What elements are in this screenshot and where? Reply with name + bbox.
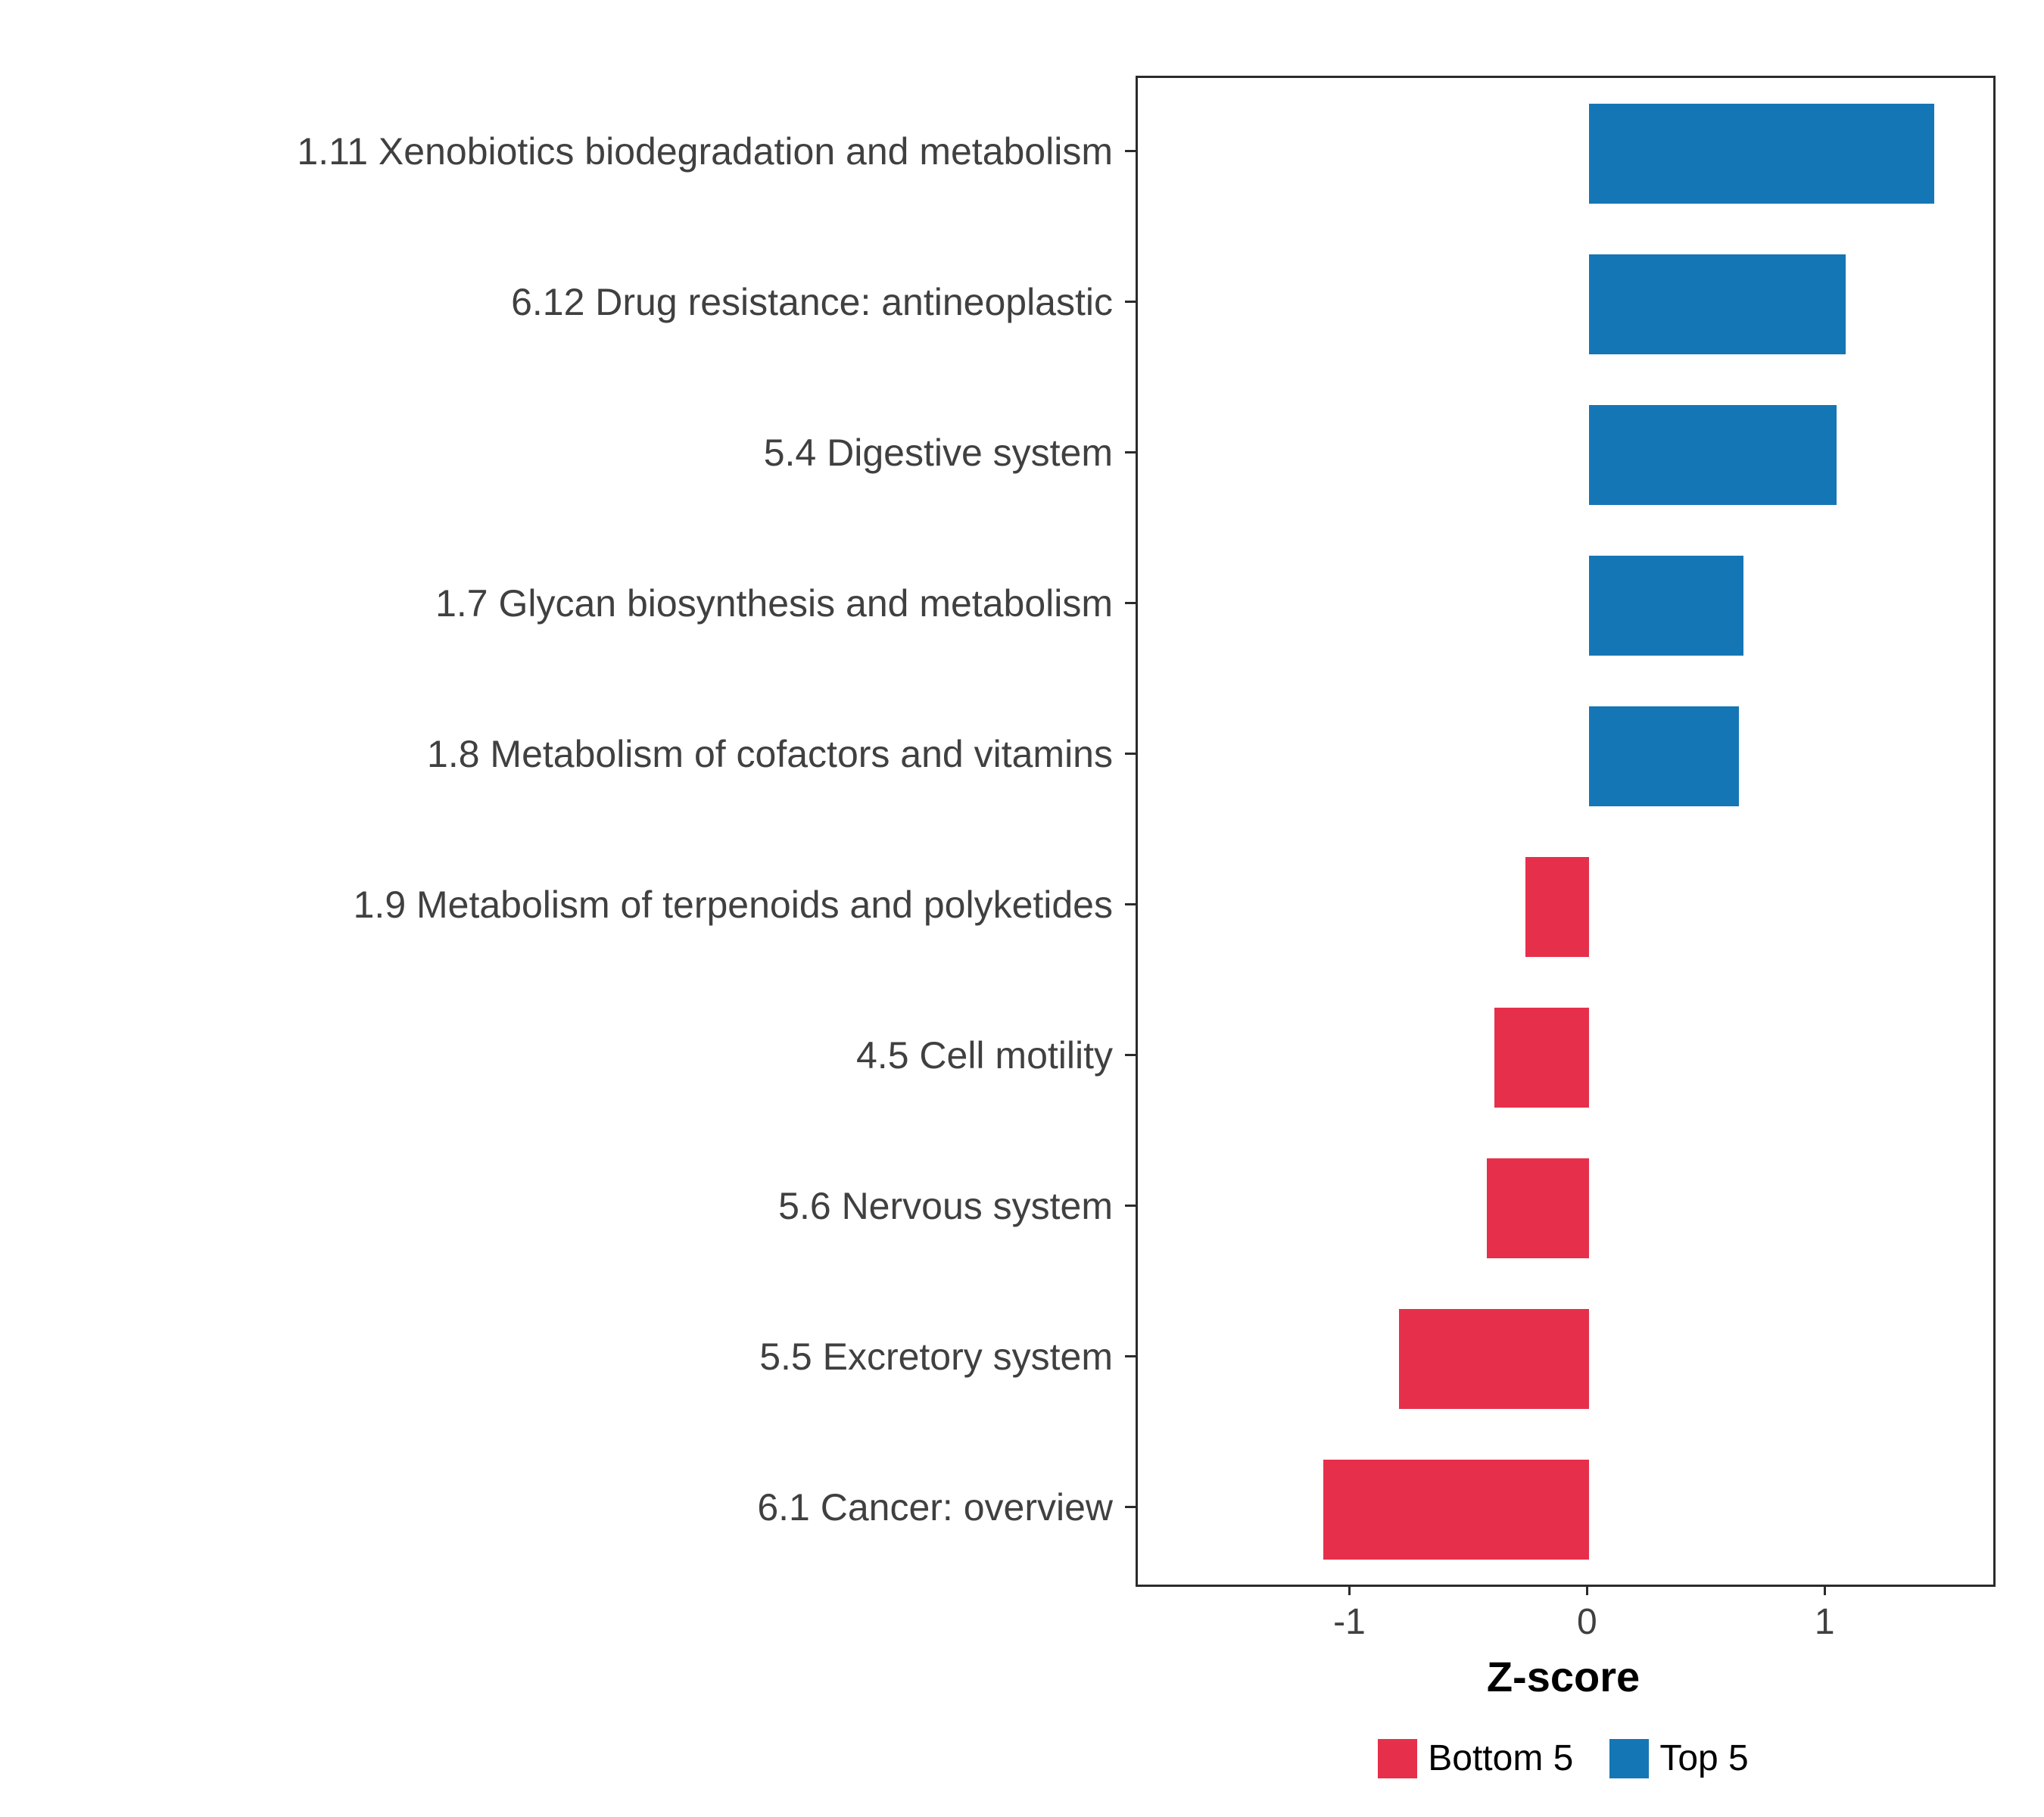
bar-2 bbox=[1589, 254, 1846, 354]
category-label: 6.12 Drug resistance: antineoplastic bbox=[511, 280, 1113, 323]
bar-6 bbox=[1525, 856, 1590, 957]
category-label: 1.8 Metabolism of cofactors and vitamins bbox=[427, 732, 1113, 775]
bar-8 bbox=[1487, 1158, 1590, 1258]
category-label: 1.9 Metabolism of terpenoids and polyket… bbox=[353, 883, 1113, 926]
legend-label: Top 5 bbox=[1659, 1738, 1749, 1778]
legend-label: Bottom 5 bbox=[1428, 1738, 1574, 1778]
category-label: 6.1 Cancer: overview bbox=[757, 1485, 1113, 1529]
y-tick-mark bbox=[1125, 451, 1136, 453]
x-axis-title: Z-score bbox=[1486, 1653, 1640, 1700]
y-tick-mark bbox=[1125, 301, 1136, 303]
legend-item: Top 5 bbox=[1609, 1738, 1749, 1779]
plot-panel bbox=[1136, 76, 1996, 1587]
x-tick-label: -1 bbox=[1333, 1602, 1366, 1642]
category-label: 5.6 Nervous system bbox=[778, 1184, 1113, 1227]
category-label: 1.7 Glycan biosynthesis and metabolism bbox=[435, 581, 1113, 625]
category-label: 5.5 Excretory system bbox=[759, 1335, 1113, 1378]
bar-10 bbox=[1323, 1459, 1590, 1560]
category-label: 5.4 Digestive system bbox=[763, 431, 1113, 474]
legend-swatch-icon bbox=[1378, 1738, 1418, 1778]
bar-9 bbox=[1399, 1308, 1590, 1409]
y-tick-mark bbox=[1125, 1054, 1136, 1056]
bar-3 bbox=[1589, 404, 1837, 505]
y-tick-mark bbox=[1125, 150, 1136, 152]
x-tick-label: 1 bbox=[1814, 1602, 1835, 1642]
y-tick-mark bbox=[1125, 602, 1136, 604]
x-tick-label: 0 bbox=[1577, 1602, 1597, 1642]
y-tick-mark bbox=[1125, 753, 1136, 755]
y-tick-mark bbox=[1125, 1355, 1136, 1357]
legend-item: Bottom 5 bbox=[1378, 1738, 1573, 1779]
category-label: 1.11 Xenobiotics biodegradation and meta… bbox=[297, 129, 1113, 173]
bar-7 bbox=[1494, 1007, 1590, 1108]
x-tick-mark bbox=[1585, 1585, 1588, 1595]
bar-1 bbox=[1589, 103, 1934, 204]
y-tick-mark bbox=[1125, 1205, 1136, 1207]
legend: Bottom 5 Top 5 bbox=[1136, 1738, 1991, 1779]
bar-4 bbox=[1589, 555, 1744, 656]
legend-swatch-icon bbox=[1609, 1738, 1650, 1778]
x-tick-mark bbox=[1823, 1585, 1826, 1595]
y-tick-mark bbox=[1125, 1506, 1136, 1508]
y-tick-mark bbox=[1125, 903, 1136, 905]
category-label: 4.5 Cell motility bbox=[856, 1033, 1113, 1077]
bar-5 bbox=[1589, 706, 1740, 806]
x-tick-mark bbox=[1348, 1585, 1351, 1595]
